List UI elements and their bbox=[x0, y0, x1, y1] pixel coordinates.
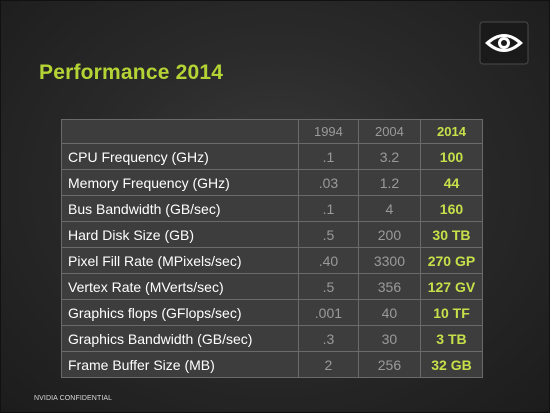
value-1994: .1 bbox=[297, 195, 359, 222]
page-title: Performance 2014 bbox=[39, 61, 224, 84]
header-2004: 2004 bbox=[357, 119, 421, 144]
row-label: Hard Disk Size (GB) bbox=[61, 221, 299, 248]
value-2004: 356 bbox=[357, 273, 421, 300]
table-row: Memory Frequency (GHz) .03 1.2 44 bbox=[61, 169, 484, 196]
table-header-row: 1994 2004 2014 bbox=[61, 119, 484, 144]
confidential-footer: NVIDIA CONFIDENTIAL bbox=[34, 395, 113, 402]
table-row: Frame Buffer Size (MB) 2 256 32 GB bbox=[61, 351, 484, 378]
value-1994: .3 bbox=[297, 325, 359, 352]
value-1994: .03 bbox=[297, 169, 359, 196]
header-2014: 2014 bbox=[419, 119, 484, 144]
value-2014: 160 bbox=[419, 195, 484, 222]
value-2004: 3300 bbox=[357, 247, 421, 274]
row-label: CPU Frequency (GHz) bbox=[61, 143, 299, 170]
value-2004: 200 bbox=[357, 221, 421, 248]
value-2014: 32 GB bbox=[419, 351, 484, 378]
value-2014: 3 TB bbox=[419, 325, 484, 352]
value-2014: 127 GV bbox=[419, 273, 484, 300]
row-label: Memory Frequency (GHz) bbox=[61, 169, 299, 196]
value-2014: 44 bbox=[419, 169, 484, 196]
value-2004: 4 bbox=[357, 195, 421, 222]
value-2004: 30 bbox=[357, 325, 421, 352]
value-2004: 1.2 bbox=[357, 169, 421, 196]
row-label: Bus Bandwidth (GB/sec) bbox=[61, 195, 299, 222]
row-label: Pixel Fill Rate (MPixels/sec) bbox=[61, 247, 299, 274]
row-label: Vertex Rate (MVerts/sec) bbox=[61, 273, 299, 300]
table-row: Graphics Bandwidth (GB/sec) .3 30 3 TB bbox=[61, 325, 484, 352]
value-1994: .5 bbox=[297, 221, 359, 248]
value-2004: 40 bbox=[357, 299, 421, 326]
table-row: CPU Frequency (GHz) .1 3.2 100 bbox=[61, 143, 484, 170]
value-2014: 10 TF bbox=[419, 299, 484, 326]
nvidia-eye-icon bbox=[479, 21, 529, 65]
value-2014: 30 TB bbox=[419, 221, 484, 248]
header-label-cell bbox=[61, 119, 299, 144]
value-1994: .001 bbox=[297, 299, 359, 326]
row-label: Graphics Bandwidth (GB/sec) bbox=[61, 325, 299, 352]
value-2014: 100 bbox=[419, 143, 484, 170]
table-row: Bus Bandwidth (GB/sec) .1 4 160 bbox=[61, 195, 484, 222]
performance-table: 1994 2004 2014 CPU Frequency (GHz) .1 3.… bbox=[61, 119, 484, 378]
value-1994: .5 bbox=[297, 273, 359, 300]
header-1994: 1994 bbox=[297, 119, 359, 144]
table-row: Vertex Rate (MVerts/sec) .5 356 127 GV bbox=[61, 273, 484, 300]
table-row: Graphics flops (GFlops/sec) .001 40 10 T… bbox=[61, 299, 484, 326]
value-2014: 270 GP bbox=[419, 247, 484, 274]
table-row: Pixel Fill Rate (MPixels/sec) .40 3300 2… bbox=[61, 247, 484, 274]
value-1994: .1 bbox=[297, 143, 359, 170]
table-row: Hard Disk Size (GB) .5 200 30 TB bbox=[61, 221, 484, 248]
value-2004: 3.2 bbox=[357, 143, 421, 170]
row-label: Frame Buffer Size (MB) bbox=[61, 351, 299, 378]
value-1994: .40 bbox=[297, 247, 359, 274]
row-label: Graphics flops (GFlops/sec) bbox=[61, 299, 299, 326]
value-2004: 256 bbox=[357, 351, 421, 378]
value-1994: 2 bbox=[297, 351, 359, 378]
